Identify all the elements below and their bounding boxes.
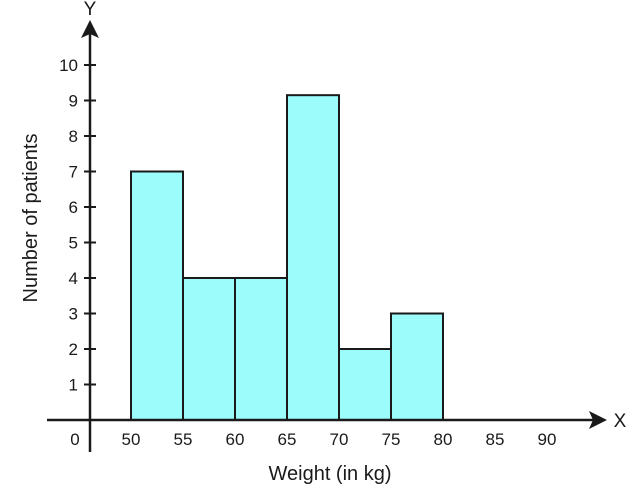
y-axis-arrowhead bbox=[81, 20, 99, 38]
x-axis-arrowhead bbox=[589, 411, 607, 429]
x-tick-label: 55 bbox=[174, 430, 193, 449]
histogram-bar bbox=[130, 170, 184, 421]
origin-label: 0 bbox=[70, 430, 79, 449]
y-tick-label: 5 bbox=[69, 234, 78, 253]
y-tick-label: 10 bbox=[59, 56, 78, 75]
y-tick-label: 7 bbox=[69, 163, 78, 182]
histogram-bar bbox=[286, 94, 340, 422]
histogram-bar bbox=[234, 277, 288, 421]
y-tick-label: 2 bbox=[69, 340, 78, 359]
y-tick-label: 3 bbox=[69, 305, 78, 324]
ticks-group: 1 2 3 4 5 6 7 8 9 10 50 55 60 65 70 75 80 85 90 bbox=[59, 56, 556, 449]
histogram-bar bbox=[182, 277, 236, 421]
x-axis-title: Weight (in kg) bbox=[268, 463, 391, 485]
y-tick-label: 6 bbox=[69, 198, 78, 217]
histogram-bar bbox=[390, 312, 444, 421]
x-tick-label: 80 bbox=[434, 430, 453, 449]
y-tick-label: 9 bbox=[69, 92, 78, 111]
y-axis-letter: Y bbox=[84, 0, 97, 20]
x-tick-label: 75 bbox=[382, 430, 401, 449]
y-axis-title: Number of patients bbox=[20, 134, 42, 303]
x-axis-letter: X bbox=[614, 411, 627, 432]
y-tick-label: 1 bbox=[69, 376, 78, 395]
x-tick-label: 50 bbox=[122, 430, 141, 449]
bars-group bbox=[130, 94, 444, 422]
y-tick-label: 4 bbox=[69, 269, 78, 288]
x-tick-label: 60 bbox=[226, 430, 245, 449]
x-tick-label: 90 bbox=[538, 430, 557, 449]
histogram-bar bbox=[338, 348, 392, 421]
y-tick-label: 8 bbox=[69, 127, 78, 146]
x-tick-label: 70 bbox=[330, 430, 349, 449]
x-tick-label: 85 bbox=[486, 430, 505, 449]
x-tick-label: 65 bbox=[278, 430, 297, 449]
